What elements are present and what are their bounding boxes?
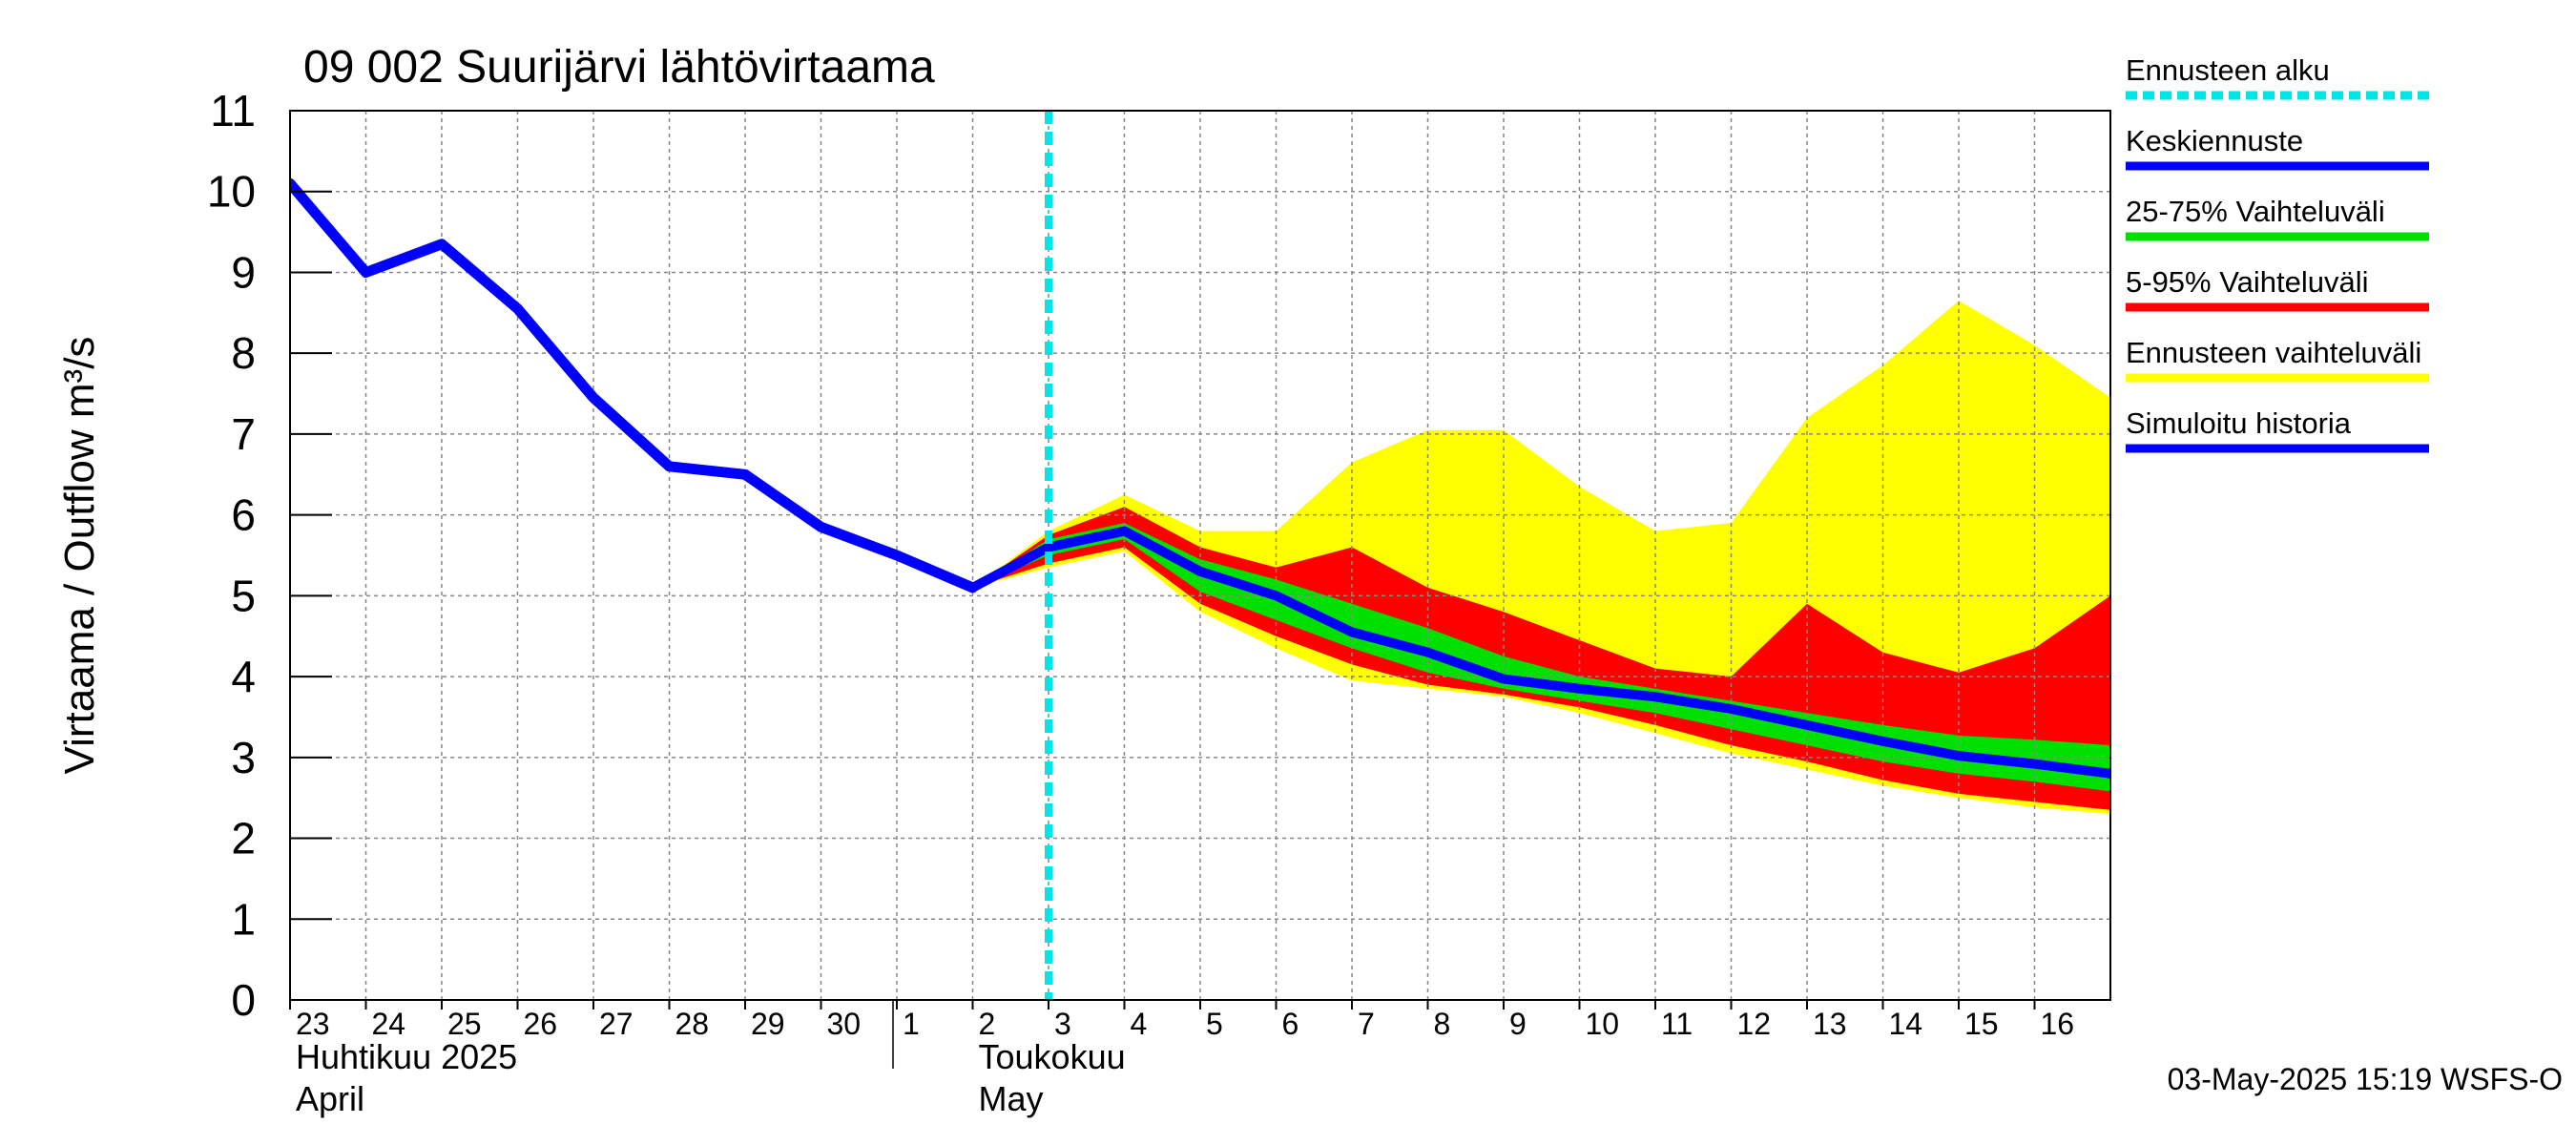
x-tick-label: 14 [1889, 1007, 1923, 1041]
x-tick-label: 11 [1661, 1007, 1693, 1041]
y-tick-label: 0 [231, 975, 256, 1025]
x-tick-label: 10 [1586, 1007, 1620, 1041]
legend-label: 5-95% Vaihteluväli [2126, 265, 2368, 299]
x-tick-label: 29 [751, 1007, 785, 1041]
x-tick-label: 1 [903, 1007, 920, 1041]
month-label-english: April [296, 1079, 364, 1118]
y-tick-label: 7 [231, 409, 256, 459]
month-label: Toukokuu [979, 1037, 1126, 1076]
x-tick-label: 9 [1509, 1007, 1527, 1041]
x-tick-label: 2 [979, 1007, 996, 1041]
legend-label: Ennusteen alku [2126, 53, 2330, 87]
x-tick-label: 13 [1813, 1007, 1847, 1041]
x-tick-label: 25 [447, 1007, 482, 1041]
legend-label: Ennusteen vaihteluväli [2126, 336, 2421, 369]
series-median-forecast [970, 526, 2110, 779]
y-tick-label: 10 [207, 167, 256, 217]
y-tick-label: 6 [231, 490, 256, 540]
x-tick-label: 5 [1206, 1007, 1223, 1041]
x-tick-label: 15 [1964, 1007, 1999, 1041]
y-axis-label: Virtaama / Outflow m³/s [56, 337, 103, 775]
x-tick-label: 3 [1054, 1007, 1071, 1041]
x-tick-label: 24 [372, 1007, 406, 1041]
legend-label: Simuloitu historia [2126, 406, 2352, 440]
x-tick-label: 30 [827, 1007, 862, 1041]
x-tick-label: 7 [1358, 1007, 1375, 1041]
y-tick-label: 2 [231, 814, 256, 864]
y-tick-label: 4 [231, 652, 256, 701]
x-tick-label: 12 [1737, 1007, 1772, 1041]
y-tick-label: 8 [231, 328, 256, 378]
x-tick-label: 4 [1131, 1007, 1148, 1041]
y-tick-label: 1 [231, 894, 256, 944]
month-label: Huhtikuu 2025 [296, 1037, 517, 1076]
series-lines [290, 111, 2110, 1000]
forecast-bands [972, 301, 2110, 815]
x-axis: 23 24 25 26 27 28 29 30 1 2 3 4 5 6 7 8 9 10 11 12 13 14 15 16H… [289, 1000, 2075, 1118]
legend-label: 25-75% Vaihteluväli [2126, 195, 2385, 228]
legend: Ennusteen alku Keskiennuste 25-75% Vaihtel… [2126, 53, 2429, 453]
y-axis: 0 1 2 3 4 5 6 7 8 9 10 11 [207, 86, 332, 1025]
x-tick-label: 6 [1282, 1007, 1299, 1041]
chart-title: 09 002 Suurijärvi lähtövirtaama [303, 42, 935, 93]
x-tick-label: 27 [599, 1007, 634, 1041]
month-label-english: May [979, 1079, 1044, 1118]
x-tick-label: 28 [675, 1007, 710, 1041]
series-simulated-history [290, 177, 978, 593]
y-tick-label: 9 [231, 247, 256, 297]
legend-label: Keskiennuste [2126, 124, 2303, 157]
y-tick-label: 5 [231, 571, 256, 620]
y-tick-label: 11 [210, 86, 256, 135]
x-tick-label: 16 [2041, 1007, 2075, 1041]
x-tick-label: 23 [296, 1007, 330, 1041]
y-tick-label: 3 [231, 733, 256, 782]
x-tick-label: 8 [1434, 1007, 1451, 1041]
x-tick-label: 26 [524, 1007, 558, 1041]
footer-timestamp: 03-May-2025 15:19 WSFS-O [2168, 1062, 2563, 1096]
